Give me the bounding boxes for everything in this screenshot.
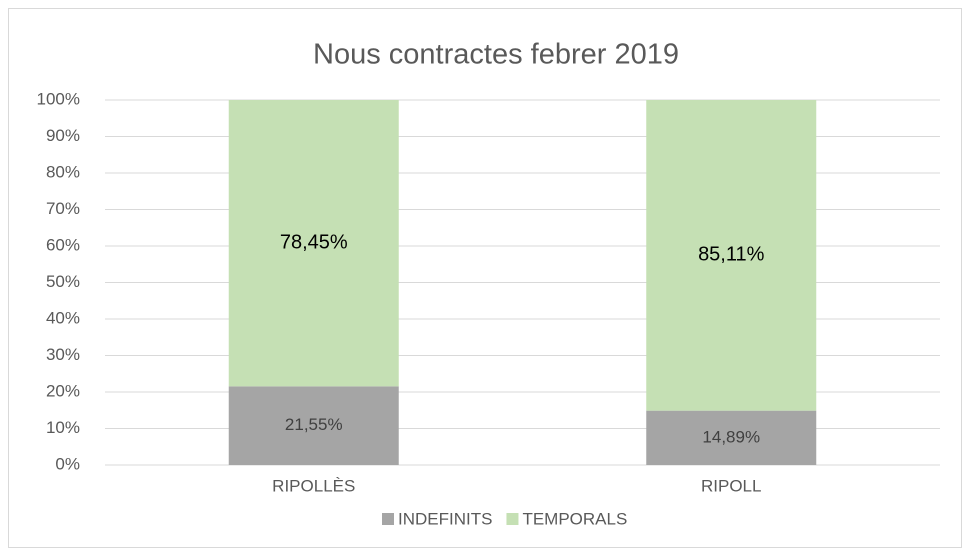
chart-title: Nous contractes febrer 2019 — [313, 39, 679, 71]
bar-segment — [646, 100, 817, 411]
chart-frame — [8, 8, 962, 548]
y-tick-label: 60% — [46, 235, 80, 254]
y-tick-label: 90% — [46, 126, 80, 145]
y-tick-label: 40% — [46, 308, 80, 327]
legend-label: TEMPORALS — [522, 509, 627, 528]
data-label: 14,89% — [702, 427, 760, 446]
y-tick-label: 80% — [46, 162, 80, 181]
data-label: 78,45% — [280, 231, 348, 253]
legend-label: INDEFINITS — [398, 509, 492, 528]
data-label: 85,11% — [698, 244, 765, 266]
y-tick-label: 20% — [46, 381, 80, 400]
x-tick-label: RIPOLLÈS — [272, 476, 355, 495]
legend-swatch — [382, 513, 394, 525]
data-label: 21,55% — [285, 415, 343, 434]
y-tick-label: 0% — [55, 454, 80, 473]
y-tick-label: 50% — [46, 272, 80, 291]
y-tick-label: 30% — [46, 345, 80, 364]
bar-segment — [646, 410, 817, 465]
y-tick-label: 10% — [46, 418, 80, 437]
bar-segment — [228, 100, 399, 387]
bar-segment — [228, 386, 399, 465]
y-tick-label: 70% — [46, 199, 80, 218]
legend-swatch — [506, 513, 519, 525]
y-tick-label: 100% — [37, 89, 80, 108]
x-tick-label: RIPOLL — [701, 476, 761, 495]
